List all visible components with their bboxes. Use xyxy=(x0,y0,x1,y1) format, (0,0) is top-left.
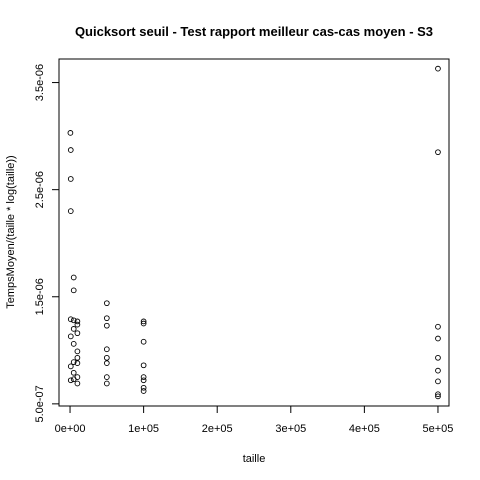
data-point xyxy=(74,348,81,355)
data-point xyxy=(435,378,441,385)
data-point xyxy=(103,354,110,361)
x-axis-label: taille xyxy=(243,453,266,465)
data-point xyxy=(67,377,74,384)
x-tick-label: 4e+05 xyxy=(349,423,380,435)
data-point xyxy=(103,322,110,329)
y-tick-label: 5.0e-07 xyxy=(34,385,46,422)
data-points xyxy=(67,65,441,400)
x-tick-label: 5e+05 xyxy=(423,423,454,435)
data-point xyxy=(70,369,77,376)
x-tick-label: 3e+05 xyxy=(275,423,306,435)
data-point xyxy=(140,318,147,325)
data-point xyxy=(140,388,147,394)
data-point xyxy=(140,384,147,391)
data-point xyxy=(74,360,81,367)
data-point xyxy=(67,176,74,182)
data-point xyxy=(67,316,74,323)
data-point xyxy=(103,346,110,353)
data-point xyxy=(70,341,77,347)
y-tick-label: 2.5e-06 xyxy=(34,171,46,208)
data-point xyxy=(435,323,441,330)
data-point xyxy=(67,147,74,153)
data-point xyxy=(435,393,441,400)
data-point xyxy=(67,333,74,340)
data-point xyxy=(74,318,81,325)
data-point xyxy=(435,391,441,398)
data-point xyxy=(140,362,147,369)
data-point xyxy=(435,149,441,156)
data-point xyxy=(74,354,81,361)
x-tick-label: 1e+05 xyxy=(128,423,159,435)
data-point xyxy=(70,274,77,281)
data-point xyxy=(74,380,81,387)
chart-title: Quicksort seuil - Test rapport meilleur … xyxy=(75,24,433,39)
data-point xyxy=(74,321,81,328)
data-point xyxy=(140,377,147,384)
x-tick-label: 2e+05 xyxy=(202,423,233,435)
data-point xyxy=(103,315,110,322)
data-point xyxy=(140,320,147,327)
data-point xyxy=(435,367,441,374)
y-axis-label: TempsMoyen/(taille * log(taille)) xyxy=(5,155,17,308)
data-point xyxy=(435,335,441,342)
data-point xyxy=(140,338,147,345)
data-point xyxy=(74,374,81,380)
y-tick-label: 1.5e-06 xyxy=(34,278,46,315)
data-point xyxy=(70,287,77,294)
x-axis: 0e+00 1e+05 2e+05 3e+05 4e+05 5e+05 xyxy=(55,405,454,435)
data-point xyxy=(70,326,77,332)
x-tick-label: 0e+00 xyxy=(55,423,86,435)
y-axis: 5.0e-07 1.5e-06 2.5e-06 3.5e-06 xyxy=(34,64,60,423)
data-point xyxy=(435,354,441,361)
data-point xyxy=(67,130,74,136)
data-point xyxy=(435,65,441,72)
data-point xyxy=(74,330,81,337)
data-point xyxy=(103,380,110,387)
data-point xyxy=(67,363,74,370)
y-tick-label: 3.5e-06 xyxy=(34,64,46,101)
data-point xyxy=(103,374,110,380)
plot-frame xyxy=(58,58,450,407)
data-point xyxy=(67,208,74,214)
data-point xyxy=(70,317,77,324)
data-point xyxy=(70,359,77,365)
data-point xyxy=(103,360,110,367)
data-point xyxy=(103,300,110,307)
data-point xyxy=(140,374,147,380)
